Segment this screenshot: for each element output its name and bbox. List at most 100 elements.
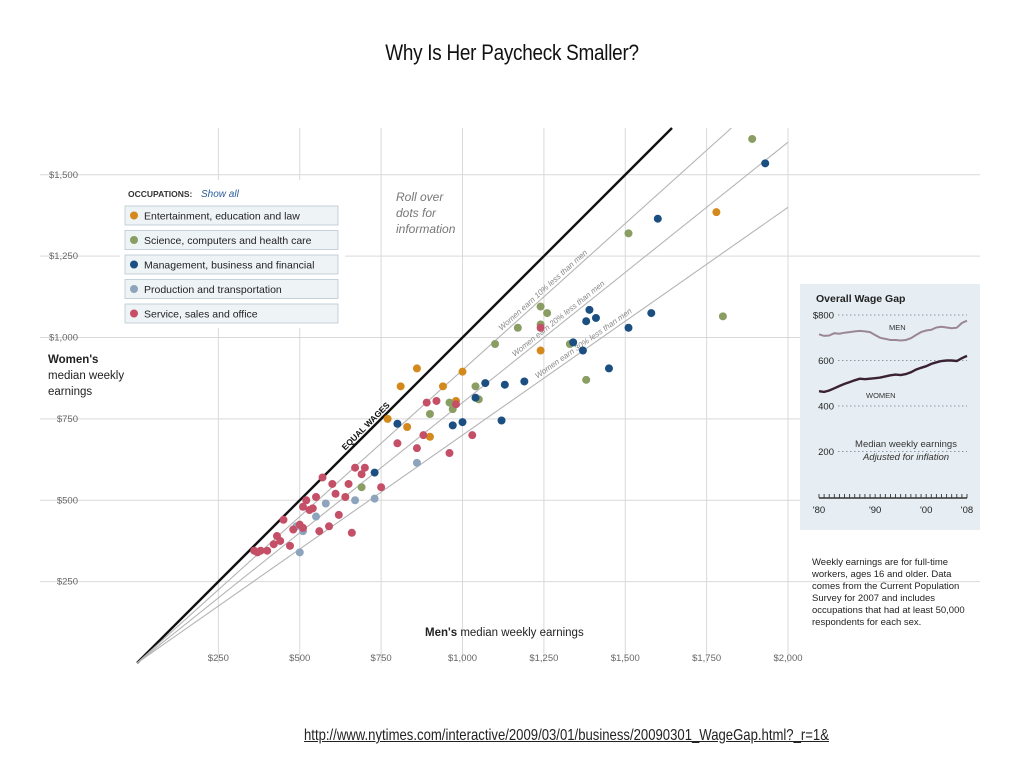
data-point-service[interactable]: [299, 523, 308, 532]
data-point-service[interactable]: [276, 536, 285, 545]
data-point-service[interactable]: [344, 479, 353, 488]
data-point-service[interactable]: [312, 492, 321, 501]
data-point-service[interactable]: [357, 470, 366, 479]
data-point-entertainment[interactable]: [396, 382, 405, 391]
data-point-service[interactable]: [334, 510, 343, 519]
data-point-management[interactable]: [585, 305, 594, 314]
data-point-management[interactable]: [448, 421, 457, 430]
legend-item-entertainment[interactable]: [124, 205, 339, 226]
data-point-management[interactable]: [393, 419, 402, 428]
data-point-service[interactable]: [315, 527, 324, 536]
data-point-service[interactable]: [347, 528, 356, 537]
data-point-service[interactable]: [279, 515, 288, 524]
data-point-service[interactable]: [445, 449, 454, 458]
data-point-science[interactable]: [513, 323, 522, 332]
data-point-science[interactable]: [471, 382, 480, 391]
legend-item-production[interactable]: [124, 279, 339, 299]
data-point-entertainment[interactable]: [712, 208, 721, 217]
data-point-service[interactable]: [289, 525, 298, 534]
x-axis-label: Men's median weekly earnings: [425, 627, 584, 639]
data-point-service[interactable]: [536, 323, 545, 332]
data-point-management[interactable]: [761, 159, 770, 168]
data-point-service[interactable]: [328, 479, 337, 488]
data-point-management[interactable]: [653, 214, 662, 223]
data-point-service[interactable]: [351, 463, 360, 472]
data-point-entertainment[interactable]: [536, 346, 545, 355]
data-point-service[interactable]: [299, 502, 308, 511]
data-point-science[interactable]: [445, 398, 454, 407]
data-point-science[interactable]: [425, 409, 434, 418]
data-point-service[interactable]: [318, 473, 327, 482]
legend-item-science[interactable]: [124, 230, 339, 250]
data-point-service[interactable]: [419, 431, 428, 440]
data-point-service[interactable]: [269, 540, 278, 549]
data-point-entertainment[interactable]: [438, 382, 447, 391]
data-point-service[interactable]: [422, 398, 431, 407]
data-point-management[interactable]: [481, 379, 490, 388]
data-point-science[interactable]: [543, 309, 552, 318]
data-point-science[interactable]: [357, 483, 366, 492]
rollover-note-line-3: information: [396, 222, 456, 236]
inset-x-tick-label: '08: [961, 505, 973, 516]
legend-label: Science, computers and health care: [144, 235, 312, 247]
data-point-management[interactable]: [582, 317, 591, 326]
data-point-service[interactable]: [325, 522, 334, 531]
data-point-production[interactable]: [412, 458, 421, 467]
data-point-entertainment[interactable]: [425, 432, 434, 441]
data-point-management[interactable]: [647, 309, 656, 318]
ratio-line: [136, 127, 732, 664]
show-all-link[interactable]: Show all: [201, 189, 240, 200]
data-point-production[interactable]: [351, 496, 360, 505]
inset-x-tick-label: '90: [869, 505, 881, 516]
data-point-science[interactable]: [491, 340, 500, 349]
data-point-service[interactable]: [308, 504, 317, 513]
data-point-management[interactable]: [604, 364, 613, 373]
data-point-service[interactable]: [432, 396, 441, 405]
data-point-entertainment[interactable]: [412, 364, 421, 373]
data-point-management[interactable]: [591, 313, 600, 322]
data-point-production[interactable]: [370, 494, 379, 503]
data-point-science[interactable]: [624, 229, 633, 238]
data-point-entertainment[interactable]: [383, 414, 392, 423]
data-point-production[interactable]: [312, 512, 321, 521]
data-point-management[interactable]: [497, 416, 506, 425]
data-point-service[interactable]: [341, 492, 350, 501]
data-point-management[interactable]: [624, 323, 633, 332]
inset-x-tick-label: '00: [920, 505, 932, 516]
legend-item-service[interactable]: [124, 303, 339, 324]
legend-item-management[interactable]: [124, 254, 339, 275]
data-point-science[interactable]: [748, 134, 757, 143]
legend-background: [120, 180, 345, 328]
data-point-service[interactable]: [285, 541, 294, 550]
data-point-management[interactable]: [569, 338, 578, 347]
data-point-management[interactable]: [500, 380, 509, 389]
data-point-management[interactable]: [471, 393, 480, 402]
data-point-service[interactable]: [377, 483, 386, 492]
source-link[interactable]: http://www.nytimes.com/interactive/2009/…: [304, 727, 829, 744]
data-point-science[interactable]: [536, 302, 545, 311]
data-point-entertainment[interactable]: [458, 367, 467, 376]
data-point-entertainment[interactable]: [403, 423, 412, 432]
data-point-science[interactable]: [718, 312, 727, 321]
data-point-management[interactable]: [370, 468, 379, 477]
footnote-line: Weekly earnings are for full-time: [812, 557, 948, 568]
data-point-management[interactable]: [578, 346, 587, 355]
data-point-production[interactable]: [321, 499, 330, 508]
data-point-service[interactable]: [393, 439, 402, 448]
data-point-science[interactable]: [582, 375, 591, 384]
data-point-service[interactable]: [468, 431, 477, 440]
data-point-service[interactable]: [263, 546, 272, 555]
ratio-line-label: Women earn 30% less than men: [533, 306, 634, 380]
data-point-production[interactable]: [295, 548, 304, 557]
data-point-service[interactable]: [360, 463, 369, 472]
data-point-service[interactable]: [256, 546, 265, 555]
data-point-service[interactable]: [451, 400, 460, 409]
equal-wages-line: [136, 127, 673, 664]
data-point-management[interactable]: [458, 418, 467, 427]
data-point-service[interactable]: [302, 496, 311, 505]
y-tick-label: $250: [57, 577, 78, 588]
data-point-management[interactable]: [520, 377, 529, 386]
data-point-service[interactable]: [412, 444, 421, 453]
data-point-service[interactable]: [331, 489, 340, 498]
